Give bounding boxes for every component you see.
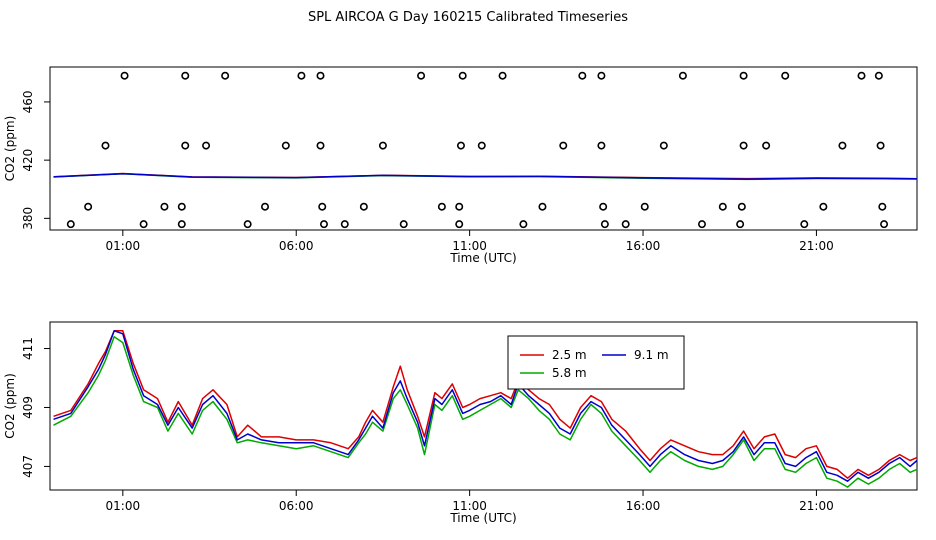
data-point [202,141,211,150]
data-point [281,141,290,150]
data-point [800,220,809,229]
data-point [737,202,746,211]
series-line-9-1-m [53,330,918,482]
data-point [84,202,93,211]
data-point [678,71,687,80]
x-tick-label: 16:00 [626,239,661,253]
legend-label: 9.1 m [634,348,669,362]
legend-label: 5.8 m [552,366,587,380]
data-point [458,71,467,80]
data-point [876,141,885,150]
data-point [874,71,883,80]
data-point [739,71,748,80]
y-tick-label: 380 [21,207,35,230]
data-point [340,220,349,229]
data-point [477,141,486,150]
data-point [177,202,186,211]
data-point [359,202,368,211]
y-tick-label: 460 [21,90,35,113]
series-line-2-5-m [53,330,918,479]
data-point [880,220,889,229]
data-point [718,202,727,211]
data-point [878,202,887,211]
legend-box [507,335,685,390]
data-point [600,220,609,229]
y-tick-label: 407 [21,455,35,478]
data-point [739,141,748,150]
data-point [838,141,847,150]
data-point [399,220,408,229]
y-tick-label: 420 [21,149,35,172]
top-panel: 01:00 06:00 11:00 16:00 21:00 380 420 460 Time (… [3,66,918,265]
data-point [781,71,790,80]
data-point [243,220,252,229]
series-line-3 [53,172,918,180]
legend-label: 2.5 m [552,348,587,362]
data-point [101,141,110,150]
x-tick-label: 06:00 [279,239,314,253]
x-tick-label: 06:00 [279,499,314,513]
data-point [819,202,828,211]
data-point [538,202,547,211]
data-point [857,71,866,80]
plot-frame [49,66,918,231]
data-point [120,71,129,80]
data-point [559,141,568,150]
y-axis-label: CO2 (ppm) [3,116,17,182]
data-point [455,220,464,229]
x-tick-label: 21:00 [799,239,834,253]
data-point [736,220,745,229]
data-point [437,202,446,211]
data-point [659,141,668,150]
x-axis-label: Time (UTC) [449,511,516,525]
y-axis-label: CO2 (ppm) [3,373,17,439]
x-tick-label: 16:00 [626,499,661,513]
data-point [319,220,328,229]
y-tick-label: 409 [21,396,35,419]
data-point [498,71,507,80]
data-point [66,220,75,229]
data-point [597,141,606,150]
data-point [177,220,186,229]
data-point [519,220,528,229]
data-point [316,141,325,150]
data-point [417,71,426,80]
data-point [160,202,169,211]
data-point [621,220,630,229]
series-line-5-8-m [53,335,918,488]
data-point [597,71,606,80]
data-point [578,71,587,80]
data-point [261,202,270,211]
data-point [378,141,387,150]
plot-frame [49,321,918,491]
x-tick-label: 01:00 [106,499,141,513]
data-point [762,141,771,150]
data-point [640,202,649,211]
data-point [316,71,325,80]
data-point [181,141,190,150]
chart-title: SPL AIRCOA G Day 160215 Calibrated Times… [307,10,629,25]
x-tick-label: 11:00 [452,239,487,253]
data-point [697,220,706,229]
data-point [455,202,464,211]
x-tick-label: 01:00 [106,239,141,253]
x-tick-label: 21:00 [799,499,834,513]
data-point [181,71,190,80]
data-point [221,71,230,80]
data-point [599,202,608,211]
y-tick-label: 411 [21,337,35,360]
bottom-panel: 01:00 06:00 11:00 16:00 21:00 407 409 411 Time (… [3,321,918,525]
x-axis-label: Time (UTC) [449,251,516,265]
data-point [297,71,306,80]
x-tick-label: 11:00 [452,499,487,513]
data-point [456,141,465,150]
data-point [318,202,327,211]
data-point [139,220,148,229]
